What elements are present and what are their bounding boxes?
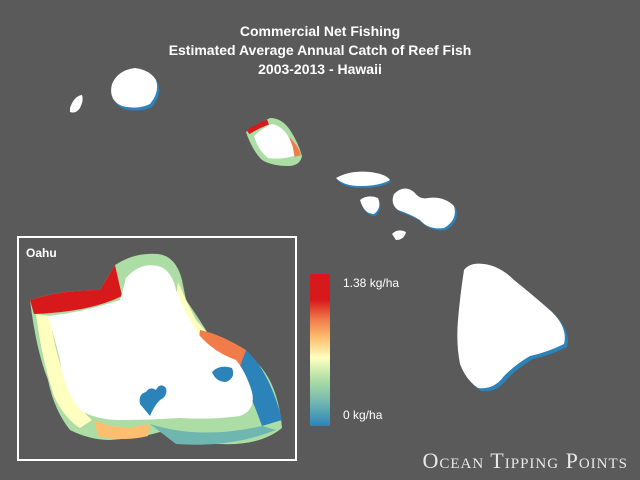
molokai-island: [336, 171, 391, 188]
legend-max-label: 1.38 kg/ha: [343, 276, 400, 290]
oahu-inset-map: [30, 253, 282, 445]
legend-min-label: 0 kg/ha: [343, 408, 383, 422]
legend-color-bar: [310, 274, 330, 426]
lanai-island: [360, 196, 381, 216]
title-line-2: Estimated Average Annual Catch of Reef F…: [168, 42, 472, 58]
oahu-island: [246, 118, 302, 166]
title-line-1: Commercial Net Fishing: [239, 23, 401, 39]
title-line-3: 2003-2013 - Hawaii: [258, 61, 382, 77]
kauai-island: [111, 68, 160, 111]
maui-island: [392, 188, 457, 231]
inset-label: Oahu: [26, 246, 57, 260]
ocean-tipping-points-logo: Ocean Tipping Points: [422, 448, 628, 473]
oahu-inset-frame: Oahu: [17, 236, 297, 461]
kahoolawe-island: [392, 230, 406, 240]
map-title: Commercial Net Fishing Estimated Average…: [0, 22, 640, 79]
niihau-island: [70, 95, 83, 113]
big-island: [457, 263, 568, 392]
